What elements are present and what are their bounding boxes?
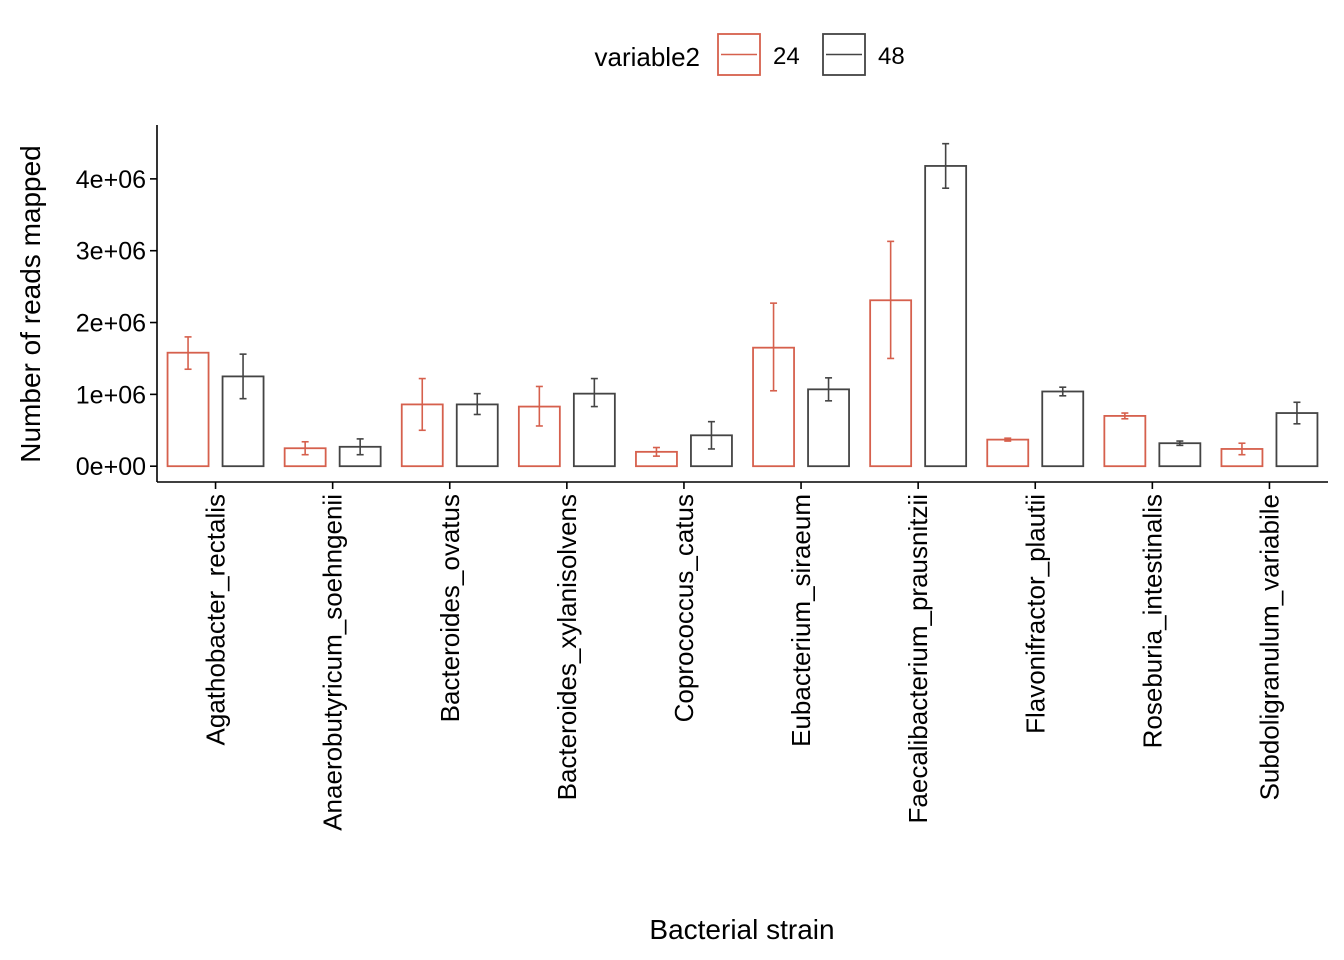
x-tick-label: Eubacterium_siraeum [786,494,816,747]
legend-key-48 [822,33,866,76]
legend-label-48: 48 [878,43,905,70]
bar-24 [986,438,1030,468]
legend-key-24 [717,33,761,76]
legend-items: 24 48 [717,33,905,76]
legend-label-24: 24 [773,43,800,70]
x-ticks: Agathobacter_rectalis Anaerobutyricum_soe… [201,482,1284,831]
x-tick-label: Anaerobutyricum_soehngenii [318,494,348,831]
error-bars [184,142,1301,457]
y-tick-label: 3e+06 [76,238,146,266]
x-tick-label: Faecalibacterium_prausnitzii [903,494,933,823]
legend-title: variable2 [594,42,700,72]
bar-48 [1158,442,1202,468]
x-tick-label: Bacteroides_xylanisolvens [552,494,582,800]
y-tick-label: 0e+00 [76,453,146,481]
bars [166,165,1319,468]
x-tick-label: Flavonifractor_plautii [1020,494,1050,734]
bar-48 [1041,390,1085,468]
y-tick-label: 2e+06 [76,310,146,338]
y-tick-label: 1e+06 [76,381,146,409]
x-tick-label: Agathobacter_rectalis [201,494,231,745]
x-tick-label: Subdoligranulum_variabile [1254,494,1284,800]
y-tick-label: 4e+06 [76,166,146,194]
x-axis-title: Bacterial strain [649,914,834,945]
y-ticks: 0e+00 1e+06 2e+06 3e+06 4e+06 [76,166,157,481]
y-axis-title: Number of reads mapped [15,145,46,463]
x-tick-label: Bacteroides_ovatus [435,494,465,722]
x-tick-label: Roseburia_intestinalis [1137,494,1167,748]
bar-48 [924,165,968,468]
x-tick-label: Coprococcus_catus [669,494,699,722]
legend: variable2 24 48 [594,33,905,76]
bar-24 [1103,415,1147,468]
